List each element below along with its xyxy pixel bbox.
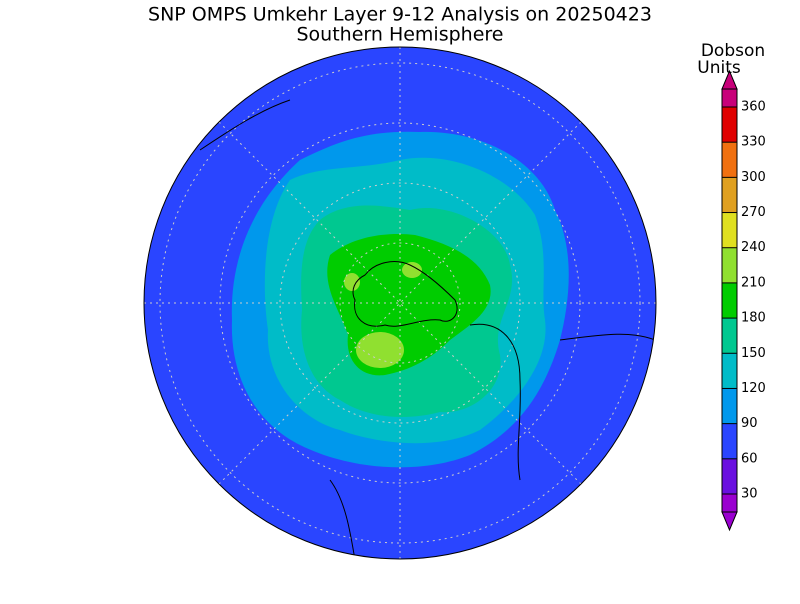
- colorbar-segment: [722, 142, 737, 178]
- colorbar-segment: [722, 282, 737, 319]
- colorbar-tick-label: 360: [741, 100, 766, 115]
- colorbar-tick-label: 330: [741, 135, 766, 150]
- ozone-band: [344, 273, 360, 291]
- ozone-band: [356, 332, 404, 368]
- colorbar-extension: [721, 511, 738, 532]
- colorbar-segment: [722, 177, 737, 213]
- subtitle: Southern Hemisphere: [296, 24, 503, 46]
- colorbar-segment: [722, 247, 737, 283]
- colorbar-tick-label: 300: [741, 170, 766, 185]
- colorbar-segment: [722, 318, 737, 354]
- colorbar: 30 60 90 120 150 180 210 240 270 300 330 360: [721, 69, 766, 532]
- map: [144, 47, 656, 559]
- colorbar-segment: [722, 89, 737, 107]
- colorbar-segment: [722, 423, 737, 459]
- colorbar-segment: [722, 212, 737, 248]
- colorbar-tick-label: 150: [741, 346, 766, 361]
- ozone-band: [402, 262, 422, 278]
- colorbar-tick-label: 90: [741, 416, 758, 431]
- colorbar-label: Dobson: [701, 41, 765, 61]
- map-border: [143, 46, 657, 560]
- colorbar-segment: [722, 458, 737, 494]
- colorbar-label: Units: [697, 58, 741, 78]
- colorbar-segment: [722, 353, 737, 389]
- colorbar-segment: [722, 388, 737, 424]
- graticule: [144, 47, 656, 559]
- colorbar-tick-label: 180: [741, 311, 766, 326]
- colorbar-segment: [722, 107, 737, 143]
- title: SNP OMPS Umkehr Layer 9-12 Analysis on 2…: [148, 4, 652, 26]
- colorbar-segment: [722, 494, 737, 512]
- colorbar-tick-label: 120: [741, 381, 766, 396]
- colorbar-tick-label: 240: [741, 240, 766, 255]
- colorbar-tick-label: 60: [741, 451, 758, 466]
- colorbar-tick-label: 210: [741, 275, 766, 290]
- coastline: [199, 99, 656, 559]
- colorbar-tick-label: 270: [741, 205, 766, 220]
- colorbar-frame: [721, 88, 738, 513]
- colorbar-tick-label: 30: [741, 487, 758, 502]
